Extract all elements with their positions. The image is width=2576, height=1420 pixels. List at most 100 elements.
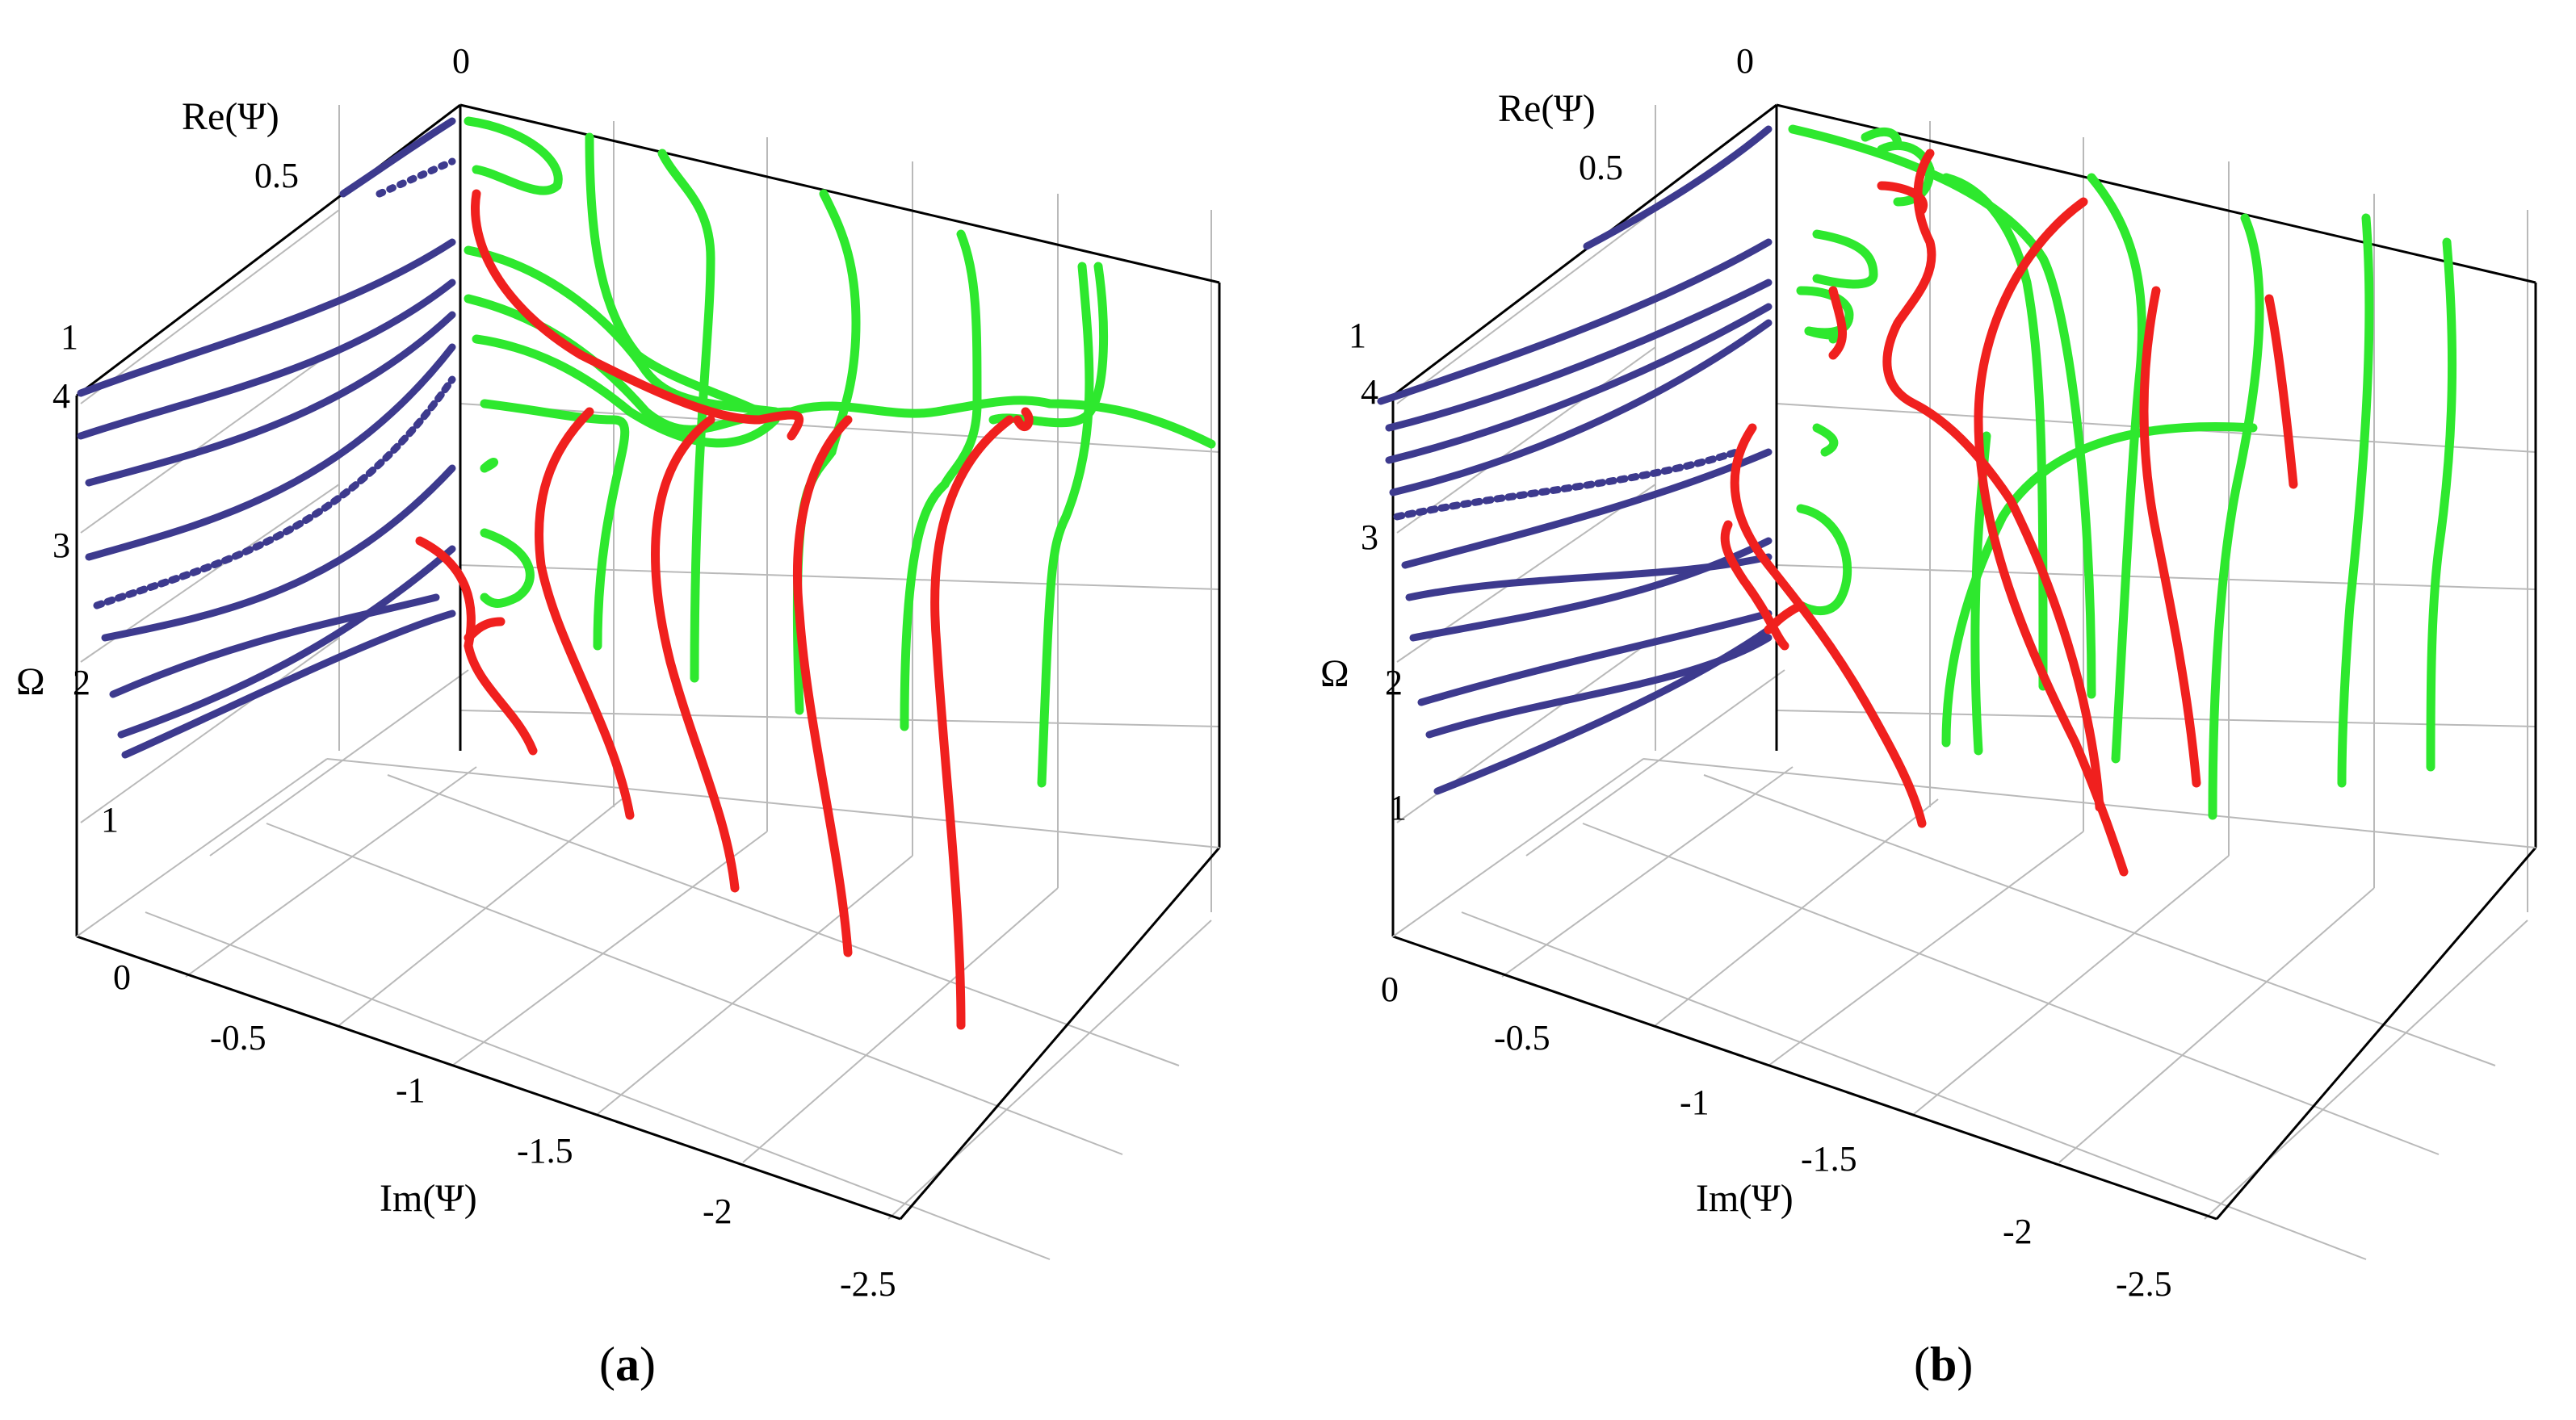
red-curve (1764, 601, 1806, 635)
green-curve (480, 528, 535, 608)
panel-b-frame (1391, 103, 2537, 1221)
x-tick--0.5: -0.5 (1494, 1018, 1550, 1058)
y-tick-1: 1 (101, 800, 119, 840)
y-tick-2: 2 (1385, 663, 1403, 702)
red-curve (2264, 294, 2298, 489)
blue-curve (1583, 125, 1773, 250)
z-tick-0: 0 (1736, 41, 1754, 81)
red-curve (1974, 197, 2129, 877)
y-tick-3: 3 (52, 526, 70, 565)
x-tick--1.5: -1.5 (1801, 1139, 1857, 1179)
panel-a-frame (75, 103, 1221, 1221)
panel-a-series-red (415, 189, 1034, 1030)
z-tick-1: 1 (1349, 316, 1366, 355)
blue-curve (1409, 537, 1773, 642)
z-tick-0.5: 0.5 (1579, 148, 1623, 187)
red-curve (415, 536, 538, 756)
green-curve (480, 458, 498, 473)
green-curve (1812, 229, 1878, 289)
y-axis-label: Ω (1320, 652, 1349, 695)
red-curve (1730, 423, 1927, 828)
green-curve (1812, 423, 1839, 457)
red-curve (651, 415, 740, 893)
blue-curve (101, 464, 456, 642)
x-tick--1.5: -1.5 (517, 1131, 573, 1171)
blue-curve (77, 238, 456, 397)
blue-curve (1393, 448, 1740, 521)
z-axis-label: Re(Ψ) (182, 95, 279, 138)
panel-b-series-red (1720, 149, 2298, 877)
green-curve (1941, 173, 2048, 691)
z-axis-label: Re(Ψ) (1498, 87, 1596, 130)
green-curve (480, 399, 630, 651)
z-tick-0.5: 0.5 (254, 156, 299, 195)
red-curve (464, 617, 506, 643)
x-tick--2: -2 (703, 1192, 732, 1231)
blue-curve (85, 311, 456, 487)
green-curve (1941, 421, 2258, 748)
green-curve (1037, 262, 1094, 788)
green-curve (2087, 173, 2146, 764)
blue-curve (1385, 303, 1773, 464)
blue-curve (375, 157, 456, 198)
y-tick-1: 1 (1389, 788, 1407, 827)
green-curve (2337, 213, 2374, 788)
panel-a-series-blue (77, 117, 456, 759)
red-curve (930, 415, 1014, 1030)
x-tick--2: -2 (2003, 1212, 2033, 1251)
x-axis-label: Im(Ψ) (1696, 1177, 1794, 1220)
green-curve (1804, 326, 1841, 344)
blue-curve (1433, 626, 1773, 795)
y-tick-2: 2 (73, 663, 90, 702)
green-curve (1877, 140, 1935, 207)
panel-b-caption: (b) (1914, 1338, 1973, 1391)
y-tick-3: 3 (1361, 517, 1378, 557)
green-curve (900, 229, 982, 731)
blue-curve (85, 343, 456, 561)
x-tick-0: 0 (113, 957, 131, 997)
blue-curve (77, 279, 456, 440)
panel-b-ticks: 0 0.5 1 4 3 2 1 0 -0.5 -1 -1.5 -2 -2.5 (1349, 41, 2172, 1304)
panel-b-series-green (1788, 124, 2457, 820)
blue-curve (109, 593, 440, 698)
x-tick--2.5: -2.5 (2116, 1264, 2172, 1304)
panel-a-caption: (a) (599, 1338, 656, 1391)
red-curve (1828, 286, 1848, 360)
panel-b: 0 0.5 1 4 3 2 1 0 -0.5 -1 -1.5 -2 -2.5 R… (1320, 41, 2537, 1391)
red-curve (535, 407, 635, 820)
panel-a-ticks: 0 0.5 1 4 3 2 1 0 -0.5 -1 -1.5 -2 -2.5 (52, 41, 896, 1304)
y-tick-4: 4 (1361, 372, 1378, 412)
green-curve (2208, 213, 2264, 820)
green-curve (464, 116, 563, 195)
blue-curve (339, 117, 456, 198)
red-curve (1882, 149, 2104, 812)
blue-curve (1377, 238, 1773, 405)
x-tick--1: -1 (1680, 1083, 1710, 1122)
green-curve (1788, 124, 2096, 699)
panel-a: 0 0.5 1 4 3 2 1 0 -0.5 -1 -1.5 -2 -2.5 R… (16, 41, 1221, 1391)
y-tick-4: 4 (52, 376, 70, 416)
green-curve (1796, 504, 1852, 616)
x-tick--2.5: -2.5 (840, 1264, 896, 1304)
blue-curve (1417, 609, 1773, 706)
green-curve (472, 334, 780, 448)
panel-b-series-blue (1377, 125, 1773, 795)
x-tick--1: -1 (396, 1070, 426, 1110)
blue-curve (1389, 319, 1773, 496)
blue-curve (1385, 279, 1773, 432)
red-curve (1720, 520, 1789, 651)
red-curve (1877, 181, 1928, 215)
green-curve (2426, 237, 2457, 772)
green-curve (657, 149, 715, 683)
x-tick-0: 0 (1381, 970, 1399, 1009)
z-tick-1: 1 (61, 317, 78, 357)
x-axis-label: Im(Ψ) (380, 1177, 477, 1220)
red-curve (1013, 407, 1034, 431)
red-curve (793, 415, 853, 957)
red-curve (471, 189, 804, 441)
x-tick--0.5: -0.5 (210, 1018, 266, 1058)
y-axis-label: Ω (16, 660, 45, 703)
z-tick-0: 0 (452, 41, 470, 81)
blue-curve (1401, 448, 1773, 569)
